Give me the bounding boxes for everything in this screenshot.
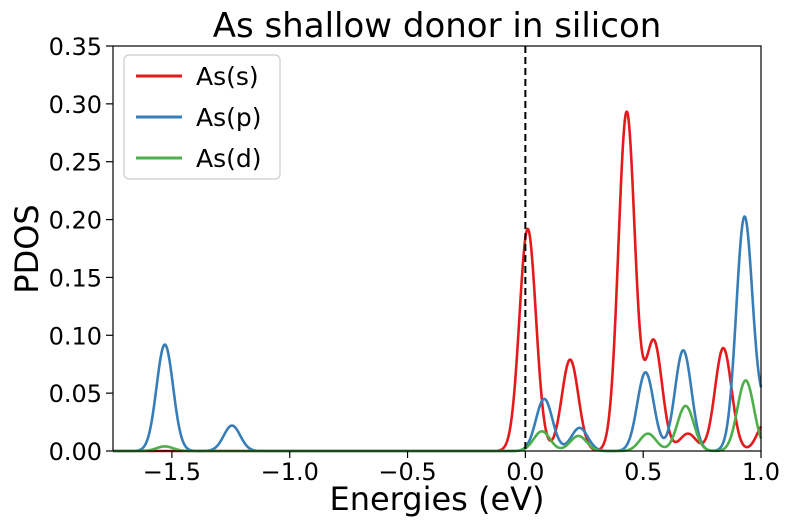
y-tick-label: 0.20 [49, 207, 102, 235]
x-axis-ticks: −1.5 −1.0 −0.5 0.0 0.5 1.0 [143, 451, 780, 486]
legend-label-as-s: As(s) [196, 62, 259, 91]
x-tick-label: −0.5 [378, 458, 436, 486]
chart-title: As shallow donor in silicon [213, 6, 662, 46]
x-tick-label: 0.0 [506, 458, 544, 486]
y-tick-label: 0.00 [49, 438, 102, 466]
legend: As(s) As(p) As(d) [123, 54, 281, 180]
y-tick-label: 0.05 [49, 380, 102, 408]
x-tick-label: −1.5 [143, 458, 201, 486]
y-axis-ticks: 0.00 0.05 0.10 0.15 0.20 0.25 0.30 0.35 [49, 33, 113, 466]
y-tick-label: 0.15 [49, 264, 102, 292]
y-tick-label: 0.30 [49, 91, 102, 119]
y-tick-label: 0.35 [49, 33, 102, 61]
legend-label-as-d: As(d) [196, 144, 262, 173]
x-tick-label: 0.5 [624, 458, 662, 486]
plot-frame [112, 45, 762, 452]
y-tick-label: 0.25 [49, 149, 102, 177]
x-axis-label: Energies (eV) [329, 480, 544, 518]
series-line-p [112, 215, 763, 453]
y-axis-label: PDOS [8, 204, 46, 293]
y-tick-label: 0.10 [49, 322, 102, 350]
legend-label-as-p: As(p) [196, 103, 262, 132]
x-tick-label: −1.0 [261, 458, 319, 486]
legend-box [123, 54, 281, 180]
x-tick-label: 1.0 [742, 458, 780, 486]
